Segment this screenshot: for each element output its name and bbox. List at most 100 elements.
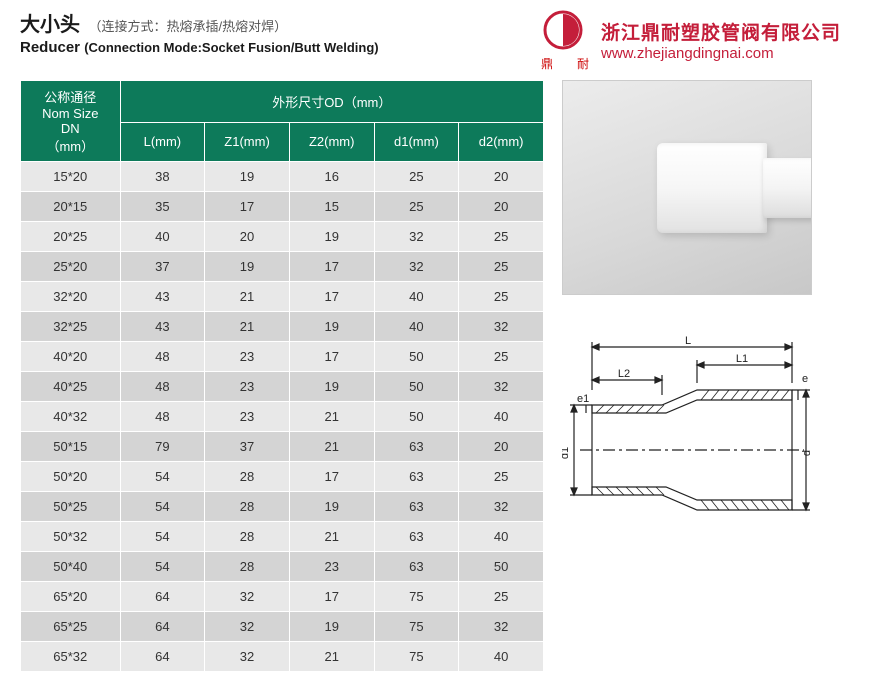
lbl-L1: L1 [736, 353, 748, 365]
table-row: 32*254321194032 [21, 312, 544, 342]
table-cell: 37 [205, 432, 290, 462]
table-cell: 21 [289, 402, 374, 432]
logo-label: 鼎 耐 [541, 55, 595, 72]
title-row-cn: 大小头 （连接方式：热熔承插/热熔对焊） [20, 8, 541, 37]
table-cell: 19 [289, 372, 374, 402]
col1-l2: Nom Size [25, 106, 116, 121]
table-cell: 50*25 [21, 492, 121, 522]
table-cell: 37 [120, 252, 205, 282]
title-row-en: Reducer (Connection Mode:Socket Fusion/B… [20, 39, 541, 56]
table-cell: 48 [120, 402, 205, 432]
table-cell: 50*20 [21, 462, 121, 492]
table-cell: 25 [459, 282, 544, 312]
table-cell: 63 [374, 432, 459, 462]
table-cell: 20 [459, 432, 544, 462]
table-cell: 19 [205, 162, 290, 192]
sub-header: L(mm) [120, 122, 205, 161]
lbl-d: d [801, 450, 812, 456]
table-row: 20*153517152520 [21, 192, 544, 222]
table-row: 65*256432197532 [21, 612, 544, 642]
table-cell: 50*15 [21, 432, 121, 462]
table-cell: 40 [459, 642, 544, 672]
table-cell: 32 [205, 642, 290, 672]
table-cell: 40 [459, 402, 544, 432]
table-cell: 40 [374, 282, 459, 312]
table-row: 25*203719173225 [21, 252, 544, 282]
fitting-large-end [657, 143, 767, 233]
logo-icon [541, 8, 585, 52]
table-row: 50*157937216320 [21, 432, 544, 462]
table-cell: 17 [289, 582, 374, 612]
table-cell: 28 [205, 462, 290, 492]
subtitle-cn: （连接方式：热熔承插/热熔对焊） [88, 19, 287, 34]
table-cell: 50*32 [21, 522, 121, 552]
table-cell: 19 [289, 222, 374, 252]
table-cell: 32 [374, 222, 459, 252]
table-cell: 50 [459, 552, 544, 582]
table-row: 32*204321174025 [21, 282, 544, 312]
table-cell: 63 [374, 522, 459, 552]
table-cell: 32*25 [21, 312, 121, 342]
product-photo [562, 80, 812, 295]
table-cell: 25 [459, 342, 544, 372]
table-cell: 23 [205, 402, 290, 432]
table-cell: 79 [120, 432, 205, 462]
table-cell: 20 [205, 222, 290, 252]
table-cell: 28 [205, 522, 290, 552]
table-cell: 64 [120, 612, 205, 642]
table-cell: 17 [205, 192, 290, 222]
table-cell: 32 [459, 492, 544, 522]
spec-table-wrap: 公称通径 Nom Size DN （mm） 外形尺寸OD（mm） L(mm)Z1… [20, 80, 544, 672]
sub-header: d1(mm) [374, 122, 459, 161]
table-cell: 19 [289, 492, 374, 522]
col1-l1: 公称通径 [25, 87, 116, 106]
company-name: 浙江鼎耐塑胶管阀有限公司 [601, 18, 841, 45]
table-cell: 65*20 [21, 582, 121, 612]
lbl-L2: L2 [618, 368, 630, 380]
right-column: L L1 L2 e e1 d1 d [562, 80, 851, 672]
lbl-e: e [802, 373, 808, 385]
table-cell: 19 [289, 612, 374, 642]
table-cell: 17 [289, 282, 374, 312]
table-row: 50*405428236350 [21, 552, 544, 582]
table-cell: 17 [289, 252, 374, 282]
table-cell: 21 [205, 282, 290, 312]
table-cell: 40 [459, 522, 544, 552]
fitting-small-end [763, 158, 812, 218]
group-header: 外形尺寸OD（mm） [120, 81, 543, 123]
table-row: 50*255428196332 [21, 492, 544, 522]
table-cell: 20 [459, 192, 544, 222]
table-cell: 40 [374, 312, 459, 342]
table-body: 15*20381916252020*15351715252020*2540201… [21, 162, 544, 672]
table-cell: 63 [374, 552, 459, 582]
table-row: 65*206432177525 [21, 582, 544, 612]
table-cell: 75 [374, 612, 459, 642]
content: 公称通径 Nom Size DN （mm） 外形尺寸OD（mm） L(mm)Z1… [0, 76, 871, 672]
table-cell: 20*15 [21, 192, 121, 222]
table-cell: 21 [205, 312, 290, 342]
table-cell: 63 [374, 492, 459, 522]
table-row: 50*325428216340 [21, 522, 544, 552]
table-cell: 50 [374, 402, 459, 432]
table-row: 40*254823195032 [21, 372, 544, 402]
table-cell: 54 [120, 462, 205, 492]
table-cell: 43 [120, 312, 205, 342]
table-cell: 48 [120, 342, 205, 372]
table-cell: 25 [374, 162, 459, 192]
table-cell: 15*20 [21, 162, 121, 192]
table-cell: 54 [120, 522, 205, 552]
table-cell: 25 [459, 462, 544, 492]
table-cell: 54 [120, 492, 205, 522]
table-row: 40*204823175025 [21, 342, 544, 372]
table-cell: 40 [120, 222, 205, 252]
lbl-e1: e1 [577, 393, 589, 405]
table-cell: 19 [289, 312, 374, 342]
table-cell: 32*20 [21, 282, 121, 312]
table-cell: 32 [459, 612, 544, 642]
table-cell: 32 [459, 312, 544, 342]
logo-block: 鼎 耐 浙江鼎耐塑胶管阀有限公司 www.zhejiangdingnai.com [541, 8, 841, 72]
table-row: 40*324823215040 [21, 402, 544, 432]
table-cell: 75 [374, 582, 459, 612]
header: 大小头 （连接方式：热熔承插/热熔对焊） Reducer (Connection… [0, 0, 871, 76]
table-cell: 21 [289, 432, 374, 462]
